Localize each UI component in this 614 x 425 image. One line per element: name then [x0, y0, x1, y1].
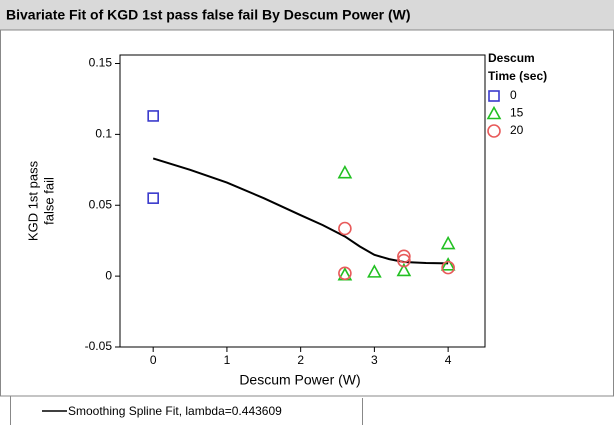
y-axis-label: KGD 1st pass: [25, 160, 40, 241]
legend-title: Time (sec): [488, 69, 547, 83]
point: [338, 266, 352, 281]
x-tick-label: 2: [297, 353, 304, 367]
x-axis-label: Descum Power (W): [239, 372, 360, 388]
y-tick-label: -0.05: [85, 339, 113, 353]
point: [338, 221, 352, 236]
legend-label: 20: [510, 123, 524, 137]
legend-label: 15: [510, 106, 524, 120]
point: [397, 253, 411, 268]
x-tick-label: 0: [150, 353, 157, 367]
point: [396, 262, 412, 277]
plot-frame: [119, 54, 486, 348]
chart-title: Bivariate Fit of KGD 1st pass false fail…: [6, 7, 411, 23]
legend-label: 0: [510, 88, 517, 102]
y-tick-label: 0.05: [89, 197, 113, 211]
x-tick-label: 4: [445, 353, 452, 367]
x-tick-label: 3: [371, 353, 378, 367]
point: [147, 192, 159, 204]
legend-marker: [488, 90, 500, 102]
x-tick-label: 1: [224, 353, 231, 367]
title-bar: [0, 0, 614, 30]
y-tick-label: 0: [105, 268, 112, 282]
legend-marker: [487, 124, 501, 138]
y-axis-label: false fail: [41, 177, 56, 225]
fit-legend-label: Smoothing Spline Fit, lambda=0.443609: [68, 404, 282, 418]
point: [440, 257, 456, 271]
fit-line: [152, 157, 449, 265]
point: [441, 260, 455, 275]
point: [337, 164, 353, 179]
y-tick-label: 0.1: [95, 127, 112, 141]
point: [147, 110, 159, 122]
point: [397, 249, 411, 264]
y-tick-label: 0.15: [89, 56, 113, 70]
point: [367, 264, 382, 278]
legend-marker: [486, 105, 502, 120]
point: [440, 235, 456, 250]
legend-title: Descum: [488, 51, 535, 65]
